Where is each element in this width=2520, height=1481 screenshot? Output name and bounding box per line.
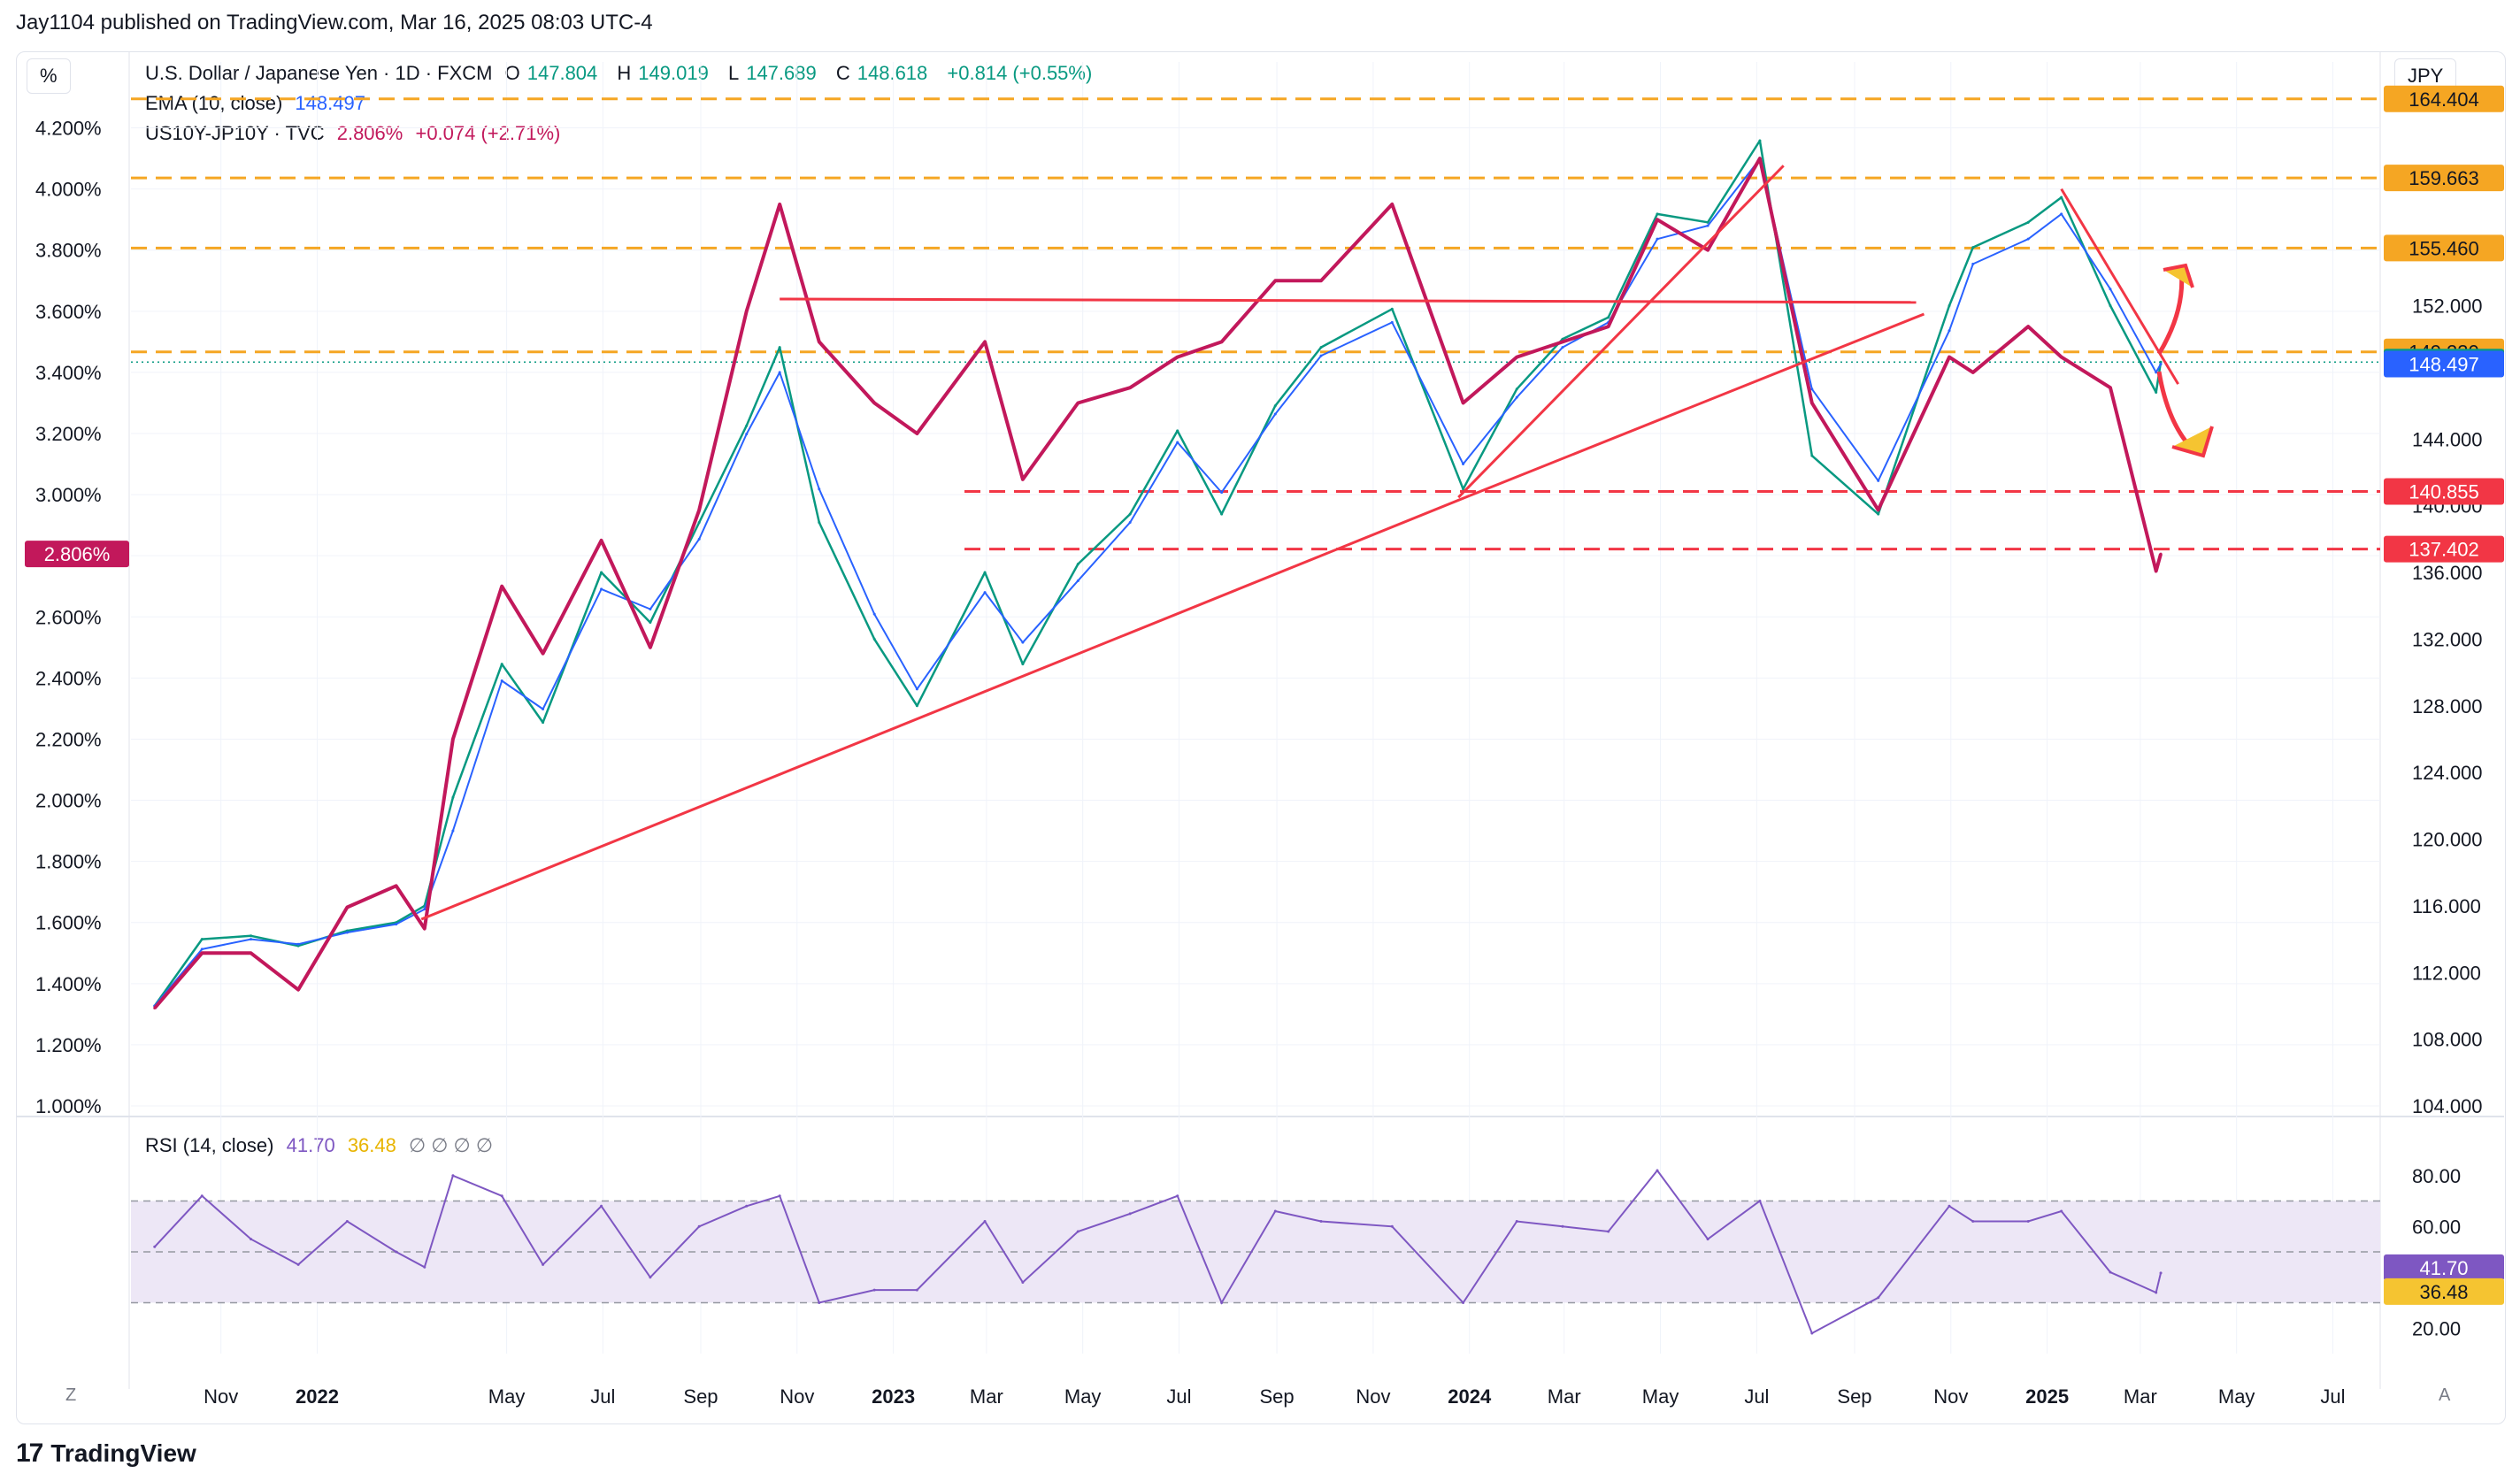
auto-scale-z-button[interactable]: Z [65, 1385, 77, 1405]
main-series-legend: U.S. Dollar / Japanese Yen · 1D · FXCM O… [145, 62, 1093, 84]
auto-scale-a-button[interactable]: A [2439, 1385, 2451, 1405]
spread-name[interactable]: US10Y-JP10Y · TVC [145, 122, 325, 144]
high-value: 149.019 [638, 62, 709, 84]
rsi-legend: RSI (14, close) 41.70 36.48 ∅ ∅ ∅ ∅ [145, 1134, 500, 1157]
spread-value: 2.806% [336, 122, 403, 144]
right-unit-label[interactable]: JPY [2394, 58, 2457, 94]
left-unit-label[interactable]: % [27, 58, 71, 94]
spread-change: +0.074 (+2.71%) [415, 122, 561, 144]
rsi-ma-value: 36.48 [347, 1134, 396, 1156]
main-series-name[interactable]: U.S. Dollar / Japanese Yen · 1D · FXCM [145, 62, 493, 84]
rsi-value: 41.70 [286, 1134, 335, 1156]
ema-name[interactable]: EMA (10, close) [145, 92, 283, 114]
tradingview-logo-icon: 17 [16, 1439, 43, 1468]
chart-frame [16, 51, 2506, 1424]
change-value: +0.814 (+0.55%) [947, 62, 1093, 84]
rsi-extra-values: ∅ ∅ ∅ ∅ [409, 1134, 493, 1156]
close-value: 148.618 [857, 62, 928, 84]
ema-legend: EMA (10, close) 148.497 [145, 92, 373, 115]
tradingview-footer[interactable]: 17 TradingView [16, 1439, 196, 1469]
low-value: 147.689 [746, 62, 817, 84]
spread-legend: US10Y-JP10Y · TVC 2.806% +0.074 (+2.71%) [145, 122, 567, 145]
rsi-name[interactable]: RSI (14, close) [145, 1134, 274, 1156]
publisher-line: Jay1104 published on TradingView.com, Ma… [16, 11, 653, 35]
tradingview-brand: TradingView [50, 1439, 196, 1467]
open-value: 147.804 [526, 62, 598, 84]
ema-value: 148.497 [295, 92, 365, 114]
